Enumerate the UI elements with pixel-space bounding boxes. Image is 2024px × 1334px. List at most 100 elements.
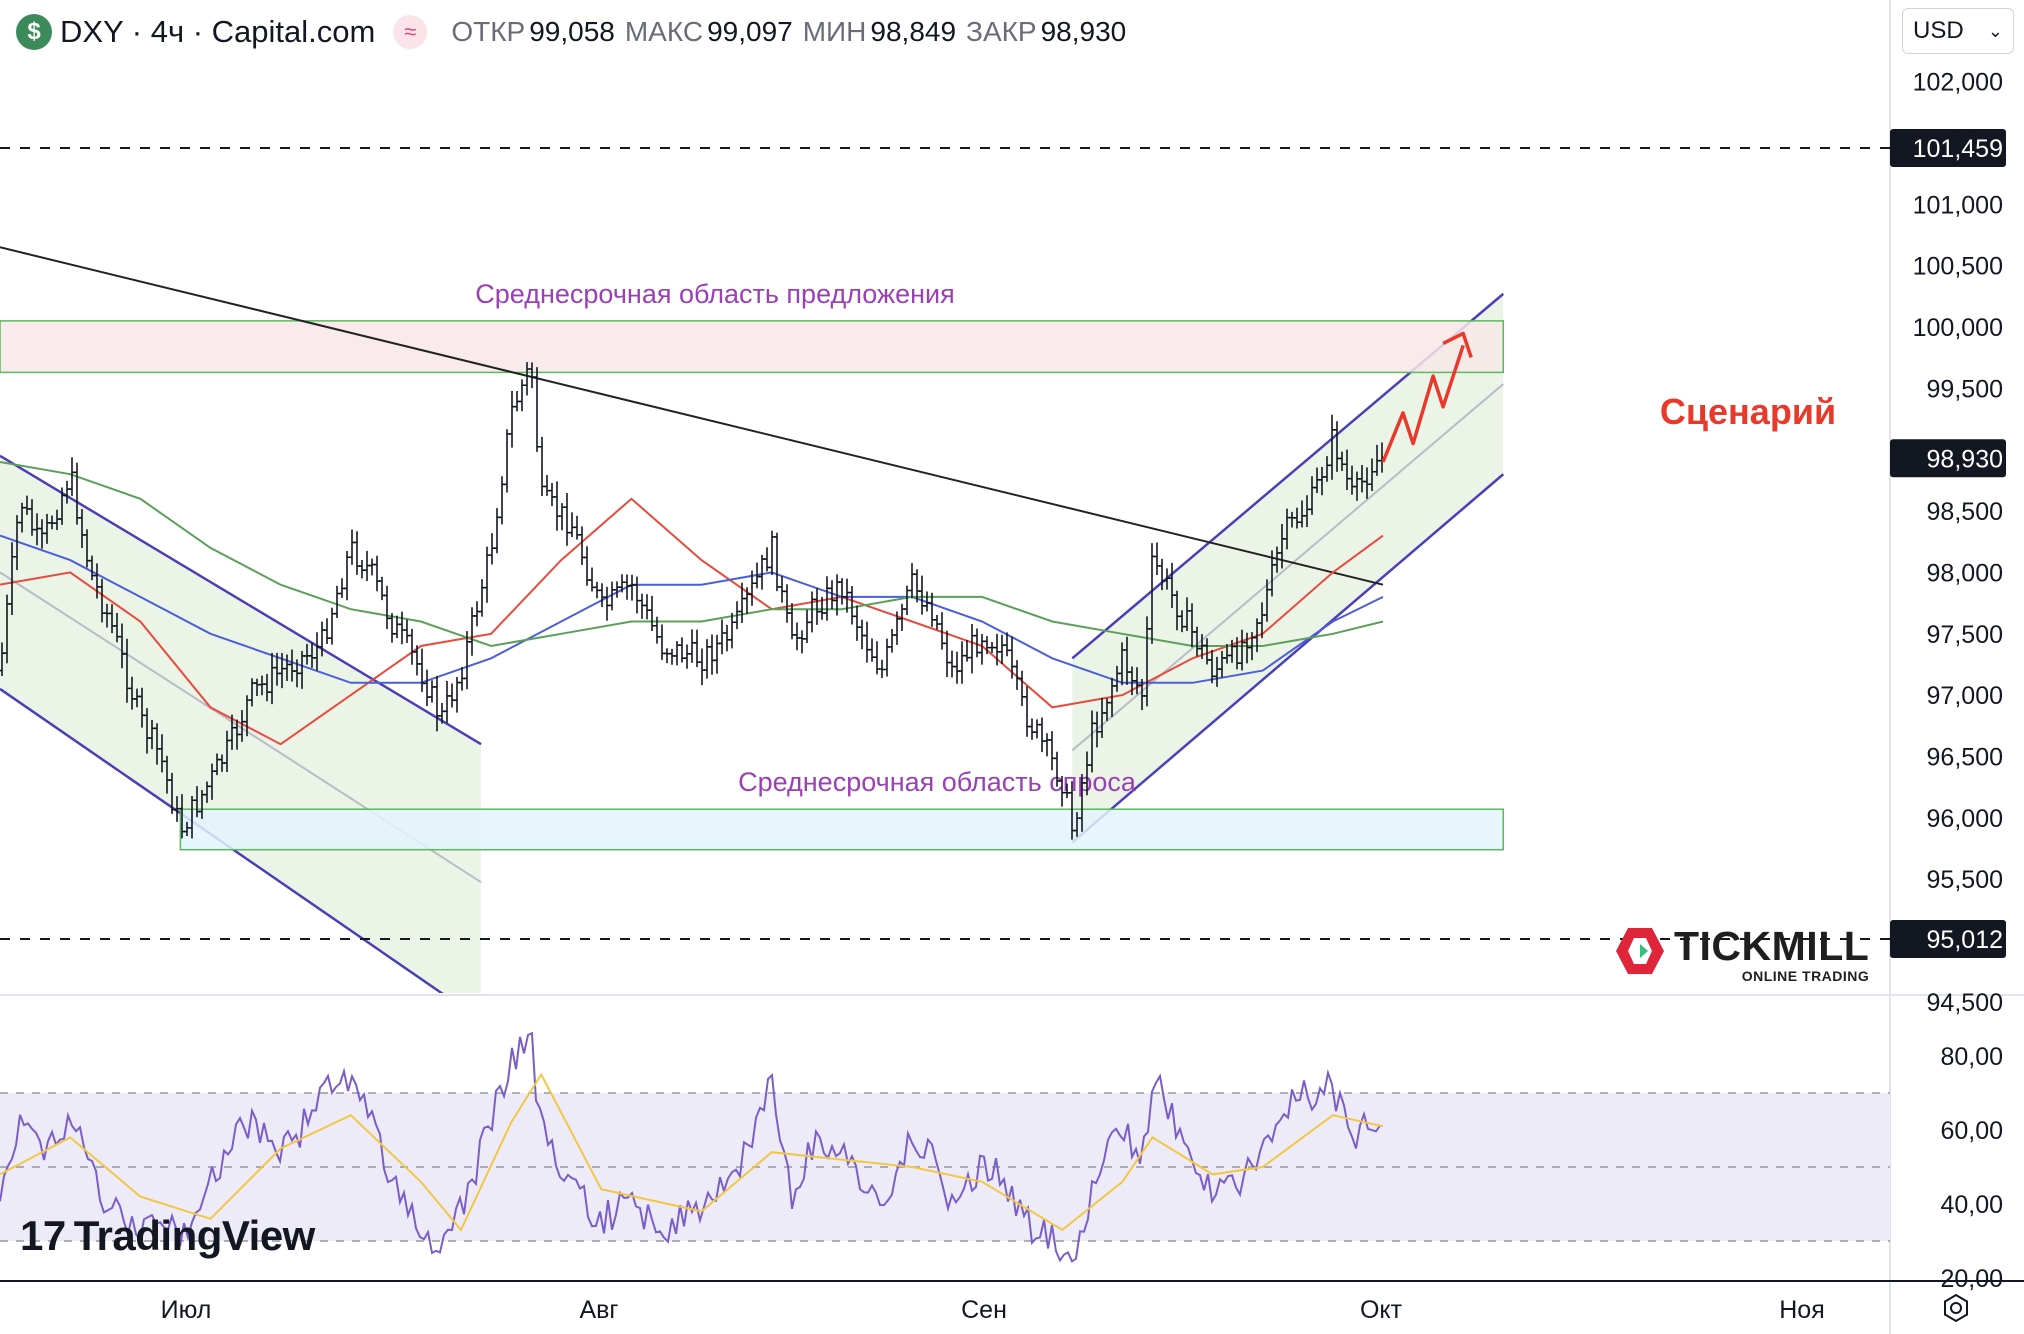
price-bar (504, 429, 510, 493)
rsi-signal-line (0, 1072, 1384, 1232)
price-tick-label: 95,500 (1927, 866, 2003, 894)
price-tick-label: 98,000 (1927, 559, 2003, 587)
price-bar (1154, 542, 1160, 575)
price-label-box (1890, 128, 2006, 167)
price-bar (544, 475, 550, 496)
price-bar (599, 583, 605, 608)
ma-red-line (0, 497, 1384, 746)
currency-value: USD (1913, 17, 1964, 44)
price-bars (0, 362, 1385, 840)
channel-lower-line (0, 687, 444, 993)
price-tick-label: 100,500 (1913, 253, 2003, 281)
price-tick-label: 96,500 (1927, 743, 2003, 771)
time-axis-label: Авг (579, 1296, 618, 1324)
price-bar (604, 586, 610, 621)
price-bar (509, 390, 515, 448)
price-bar (1029, 718, 1035, 740)
price-bar (1009, 636, 1015, 679)
price-bar (969, 624, 975, 674)
price-bar (864, 621, 870, 663)
price-bar (369, 558, 375, 576)
price-bar (684, 644, 690, 669)
price-bar (409, 628, 415, 665)
tradingview-wordmark: TradingView (73, 1212, 316, 1259)
dollar-icon[interactable]: $ (16, 14, 52, 50)
low-value: 98,849 (870, 16, 957, 47)
price-bar (374, 555, 380, 592)
price-bar (869, 638, 875, 662)
price-bar (934, 615, 940, 630)
main-pane: Среднесрочная область предложения Среднес… (0, 246, 1505, 993)
price-bar (359, 559, 365, 579)
price-bar (724, 624, 730, 652)
high-label: МАКС (624, 16, 704, 47)
price-bar (1034, 719, 1040, 739)
price-bar (774, 532, 780, 592)
price-tick-label: 97,000 (1927, 682, 2003, 710)
chart-header: $ DXY · 4ч · Capital.com ≈ ОТКР 99,058 МА… (0, 0, 1126, 64)
price-bar (324, 618, 330, 645)
price-bar (794, 622, 800, 651)
price-bar (719, 619, 725, 655)
scenario-arrow (1381, 344, 1465, 463)
price-bar (999, 634, 1005, 664)
price-bar (849, 586, 855, 625)
price-bar (1049, 731, 1055, 771)
price-bar (474, 601, 480, 627)
price-bar (944, 630, 950, 678)
price-bar (659, 624, 665, 660)
price-bar (564, 492, 570, 546)
symbol-title[interactable]: DXY · 4ч · Capital.com (60, 14, 376, 49)
indicator-icon[interactable]: ≈ (393, 15, 428, 49)
currency-select[interactable]: USD ⌄ (1902, 8, 2014, 54)
price-bar (759, 554, 765, 590)
price-label-value: 95,012 (1927, 926, 2003, 954)
price-bar (444, 680, 450, 723)
price-bar (479, 579, 485, 617)
channel-midline (1071, 383, 1504, 752)
price-bar (519, 379, 525, 412)
tradingview-logo: 17 TradingView (20, 1212, 315, 1260)
price-bar (429, 680, 435, 703)
price-bar (919, 575, 925, 615)
price-bar (499, 476, 505, 525)
tickmill-mark-icon (1616, 928, 1664, 974)
price-bar (469, 607, 475, 656)
channel-lower-line (1071, 473, 1505, 844)
settings-icon[interactable] (1941, 1293, 1971, 1323)
price-bar (349, 529, 355, 565)
price-bar (839, 578, 845, 605)
rsi-tick-label: 40,00 (1940, 1191, 2003, 1219)
price-tick-label: 102,000 (1913, 69, 2003, 97)
price-bar (959, 641, 965, 684)
scenario-arrowhead (1442, 331, 1473, 358)
demand-zone (179, 808, 1505, 851)
ma-blue-line (0, 534, 1384, 684)
price-bar (979, 633, 985, 665)
rsi-tick-label: 60,00 (1940, 1117, 2003, 1145)
price-bar (799, 630, 805, 654)
price-bar (634, 576, 640, 614)
price-bar (699, 648, 705, 686)
low-label: МИН (802, 16, 867, 47)
price-bar (814, 588, 820, 625)
ma-green-line (0, 461, 1384, 648)
price-tick-label: 94,500 (1927, 989, 2003, 1017)
price-tick-label: 101,000 (1913, 191, 2003, 219)
price-label-value: 98,930 (1927, 445, 2003, 473)
time-axis-label: Июл (161, 1296, 212, 1324)
price-tick-label: 96,000 (1927, 805, 2003, 833)
price-bar (1039, 717, 1045, 753)
price-bar (579, 526, 585, 566)
price-bar (884, 638, 890, 677)
close-value: 98,930 (1040, 16, 1127, 47)
price-bar (424, 669, 430, 707)
price-bar (494, 508, 500, 554)
price-bar (1044, 733, 1050, 757)
open-value: 99,058 (529, 16, 615, 47)
price-bar (404, 619, 410, 643)
price-bar (809, 591, 815, 633)
price-label-box (1890, 920, 2006, 959)
price-bar (1019, 670, 1025, 706)
